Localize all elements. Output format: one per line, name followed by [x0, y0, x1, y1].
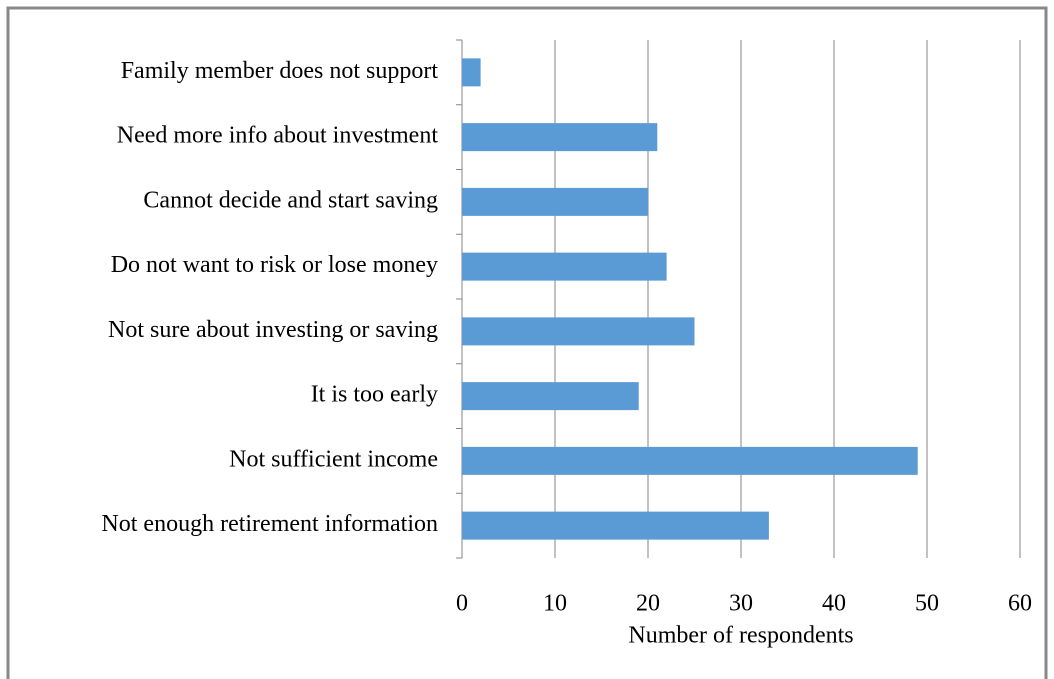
x-tick-label: 10: [543, 591, 567, 617]
x-axis-title: Number of respondents: [628, 623, 853, 649]
x-tick-label: 50: [915, 591, 939, 617]
y-tick-label: Need more info about investment: [117, 123, 439, 149]
chart-frame: [6, 6, 1048, 679]
y-tick-label: Do not want to risk or lose money: [111, 252, 438, 278]
y-tick-label: Not enough retirement information: [101, 511, 438, 537]
bar: [462, 511, 769, 540]
bar: [462, 187, 648, 216]
x-tick-label: 30: [729, 591, 753, 617]
y-tick-label: It is too early: [311, 382, 438, 408]
x-tick-label: 60: [1008, 591, 1032, 617]
y-tick-label: Not sufficient income: [229, 446, 438, 472]
x-tick-label: 40: [822, 591, 846, 617]
bar: [462, 382, 639, 411]
x-tick-label: 20: [636, 591, 660, 617]
y-tick-label: Cannot decide and start saving: [143, 187, 438, 213]
bar: [462, 123, 658, 152]
bar: [462, 446, 918, 475]
y-tick-label: Not sure about investing or saving: [108, 317, 438, 343]
bar: [462, 58, 481, 87]
x-tick-label: 0: [456, 591, 468, 617]
bar: [462, 317, 695, 346]
bar: [462, 252, 667, 281]
y-tick-label: Family member does not support: [121, 58, 439, 84]
